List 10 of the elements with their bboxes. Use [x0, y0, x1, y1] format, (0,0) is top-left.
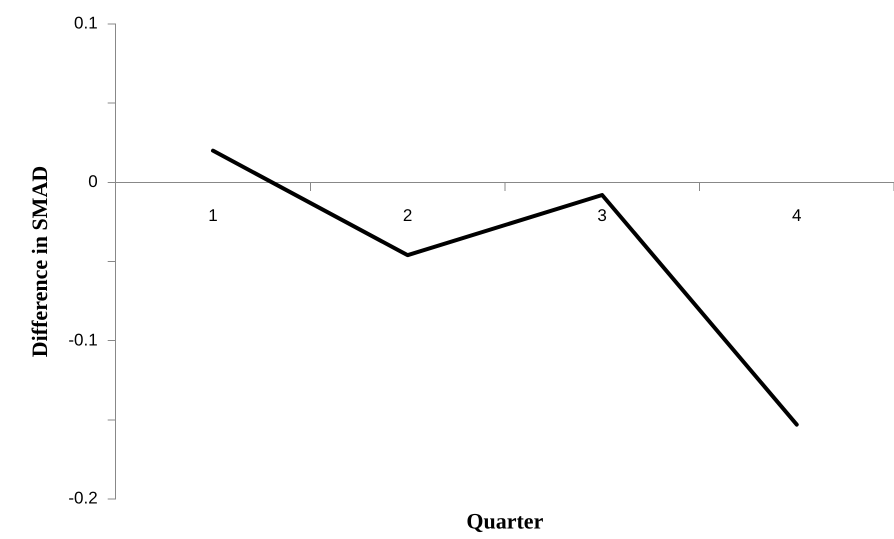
y-tick-label: -0.1 — [68, 330, 98, 350]
x-tick-label: 2 — [402, 206, 412, 226]
x-tick-label: 3 — [597, 206, 607, 226]
y-axis-title: Difference in SMAD — [26, 166, 52, 358]
y-tick-label: -0.2 — [68, 488, 98, 508]
x-tick-label: 1 — [208, 206, 218, 226]
x-tick-label: 4 — [792, 206, 802, 226]
y-tick-label: 0.1 — [74, 14, 98, 33]
y-tick-label: 0 — [88, 172, 98, 192]
x-axis-title: Quarter — [466, 508, 544, 534]
